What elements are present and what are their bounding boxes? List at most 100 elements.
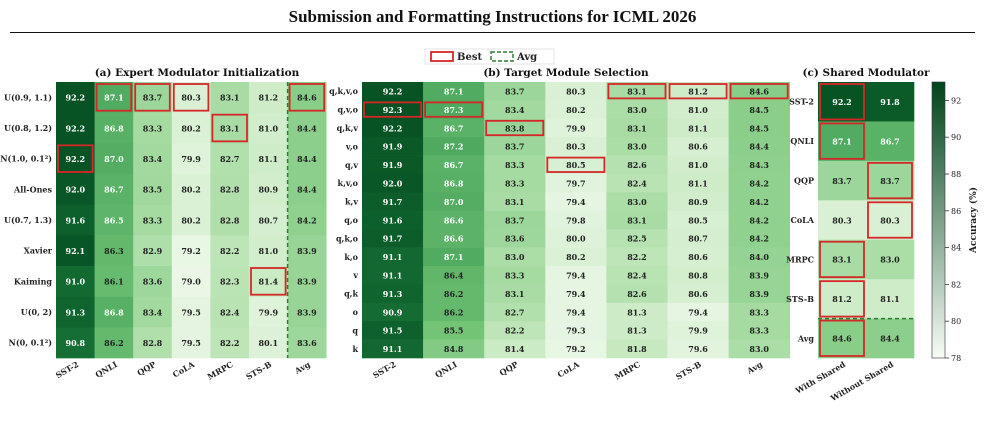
p0-cell-label-r5-c1: 86.3 (104, 246, 124, 256)
p1-cell-label-r14-c0: 91.1 (383, 344, 402, 354)
p0-best-box-r6-c5 (250, 267, 287, 296)
p1-row-label-11: q,k (344, 289, 358, 299)
p1-cell-r9-c1 (423, 247, 485, 267)
p1-cell-r12-c6 (728, 302, 790, 322)
p1-cell-r3-c3 (545, 137, 607, 156)
p1-row-label-13: q (352, 325, 358, 335)
p1-cell-r12-c1 (423, 302, 485, 322)
p1-row-label-14: k (352, 344, 358, 354)
p1-cell-label-r14-c3: 79.2 (566, 344, 585, 354)
p1-cell-label-r1-c2: 83.4 (505, 105, 525, 115)
p2-cell-r0-c1 (866, 82, 915, 122)
p1-cell-label-r2-c6: 84.5 (749, 123, 768, 133)
p1-cell-label-r1-c6: 84.5 (749, 105, 768, 115)
p1-best-box-r4-c3 (546, 156, 606, 173)
colorbar-tick-label-3: 86 (951, 207, 961, 216)
p1-cell-label-r2-c1: 86.7 (444, 123, 463, 133)
p2-cell-label-r3-c1: 80.3 (880, 215, 900, 225)
p0-cell-r3-c0 (56, 174, 95, 205)
p1-cell-r0-c3 (545, 82, 607, 101)
p0-cell-label-r4-c0: 91.6 (66, 215, 86, 225)
p0-cell-label-r7-c4: 82.4 (220, 307, 240, 317)
p0-cell-label-r8-c1: 86.2 (104, 338, 123, 348)
p0-best-box-r0-c6 (288, 83, 326, 112)
colorbar-tick-label-6: 80 (951, 317, 961, 326)
p0-cell-label-r3-c4: 82.8 (220, 185, 240, 195)
p1-cell-r8-c3 (545, 229, 607, 248)
p1-cell-label-r3-c1: 87.2 (444, 142, 463, 152)
p1-cell-r11-c0 (362, 284, 424, 304)
p2-cell-label-r2-c0: 83.7 (832, 176, 851, 186)
p1-cell-r8-c2 (484, 229, 546, 248)
p1-cell-label-r10-c3: 79.4 (566, 271, 586, 281)
p1-row-label-9: k,o (344, 252, 358, 262)
p1-cell-r14-c1 (423, 339, 485, 359)
p1-cell-label-r8-c1: 86.6 (444, 234, 464, 244)
p1-cell-label-r3-c4: 83.0 (627, 142, 647, 152)
p1-cell-r10-c6 (728, 266, 790, 285)
p0-cell-label-r1-c6: 84.4 (297, 123, 317, 133)
p0-cell-label-r2-c0: 92.2 (66, 154, 85, 164)
p0-cell-label-r1-c1: 86.8 (104, 123, 124, 133)
p2-row-label-2: QQP (794, 176, 814, 186)
p0-cell-r5-c4 (210, 235, 250, 267)
p1-cell-label-r9-c3: 80.2 (566, 252, 585, 262)
p1-cell-label-r10-c0: 91.1 (383, 271, 402, 281)
p1-cell-label-r0-c2: 83.7 (505, 87, 524, 97)
p0-cell-label-r2-c3: 79.9 (181, 154, 201, 164)
p0-cell-r0-c2 (133, 82, 173, 113)
p0-cell-label-r1-c2: 83.3 (143, 123, 163, 133)
p1-cell-r10-c2 (484, 266, 546, 285)
p0-cell-r7-c0 (56, 296, 95, 328)
p1-cell-r4-c6 (728, 155, 790, 175)
p1-cell-r7-c6 (728, 210, 790, 230)
p1-cell-label-r2-c5: 81.1 (688, 123, 707, 133)
p1-col-label-3: CoLA (555, 359, 581, 380)
p1-cell-r2-c3 (545, 118, 607, 138)
p1-cell-r5-c4 (606, 174, 668, 193)
p0-cell-label-r3-c5: 80.9 (259, 185, 279, 195)
p1-cell-r4-c2 (484, 155, 546, 175)
p1-cell-label-r13-c1: 85.5 (444, 326, 463, 336)
p0-cell-r8-c5 (249, 327, 288, 359)
p0-best-box-r1-c4 (211, 113, 248, 143)
p1-cell-label-r8-c2: 83.6 (505, 234, 525, 244)
colorbar-tick-label-1: 90 (951, 133, 961, 142)
p1-cell-r14-c2 (484, 339, 546, 359)
p2-row-label-0: SST-2 (789, 97, 814, 107)
p1-cell-label-r2-c0: 92.2 (383, 123, 402, 133)
p1-cell-r1-c2 (484, 100, 546, 120)
p1-cell-label-r5-c2: 83.3 (505, 179, 525, 189)
p2-cell-label-r3-c0: 80.3 (832, 215, 852, 225)
p0-cell-r3-c2 (133, 174, 173, 205)
p1-col-label-4: MRPC (613, 359, 642, 382)
p0-cell-label-r1-c4: 83.1 (220, 123, 239, 133)
p0-cell-r0-c0 (56, 82, 95, 113)
p1-best-box-r0-c5 (668, 83, 728, 100)
p1-cell-label-r3-c5: 80.6 (688, 142, 708, 152)
p0-cell-label-r0-c3: 80.3 (181, 93, 201, 103)
p1-cell-label-r9-c0: 91.1 (383, 252, 402, 262)
p2-cell-label-r4-c0: 83.1 (832, 255, 851, 265)
p1-row-label-8: q,k,o (336, 233, 359, 243)
p1-cell-label-r8-c5: 80.7 (688, 234, 707, 244)
p1-cell-r1-c4 (606, 100, 668, 120)
p0-cell-r1-c0 (56, 112, 95, 144)
p0-cell-r4-c3 (171, 204, 211, 236)
p0-cell-r6-c0 (56, 266, 95, 297)
p2-best-box-r5-c0 (819, 280, 865, 318)
p2-cell-r4-c1 (866, 239, 915, 280)
p2-cell-label-r4-c1: 83.0 (880, 255, 900, 265)
p1-cell-label-r6-c4: 83.0 (627, 197, 647, 207)
p1-cell-r14-c4 (606, 339, 668, 359)
p0-cell-r6-c1 (94, 266, 134, 297)
p0-cell-r4-c4 (210, 204, 250, 236)
colorbar-tick-label-7: 78 (951, 354, 961, 363)
p0-best-box-r0-c3 (172, 83, 210, 112)
p1-cell-r10-c5 (667, 266, 729, 285)
p1-cell-r3-c2 (484, 137, 546, 156)
p1-cell-label-r2-c2: 83.8 (505, 123, 525, 133)
p1-cell-r0-c5 (667, 82, 729, 101)
p1-cell-label-r13-c4: 81.3 (627, 326, 647, 336)
p0-cell-label-r1-c3: 80.2 (181, 123, 200, 133)
